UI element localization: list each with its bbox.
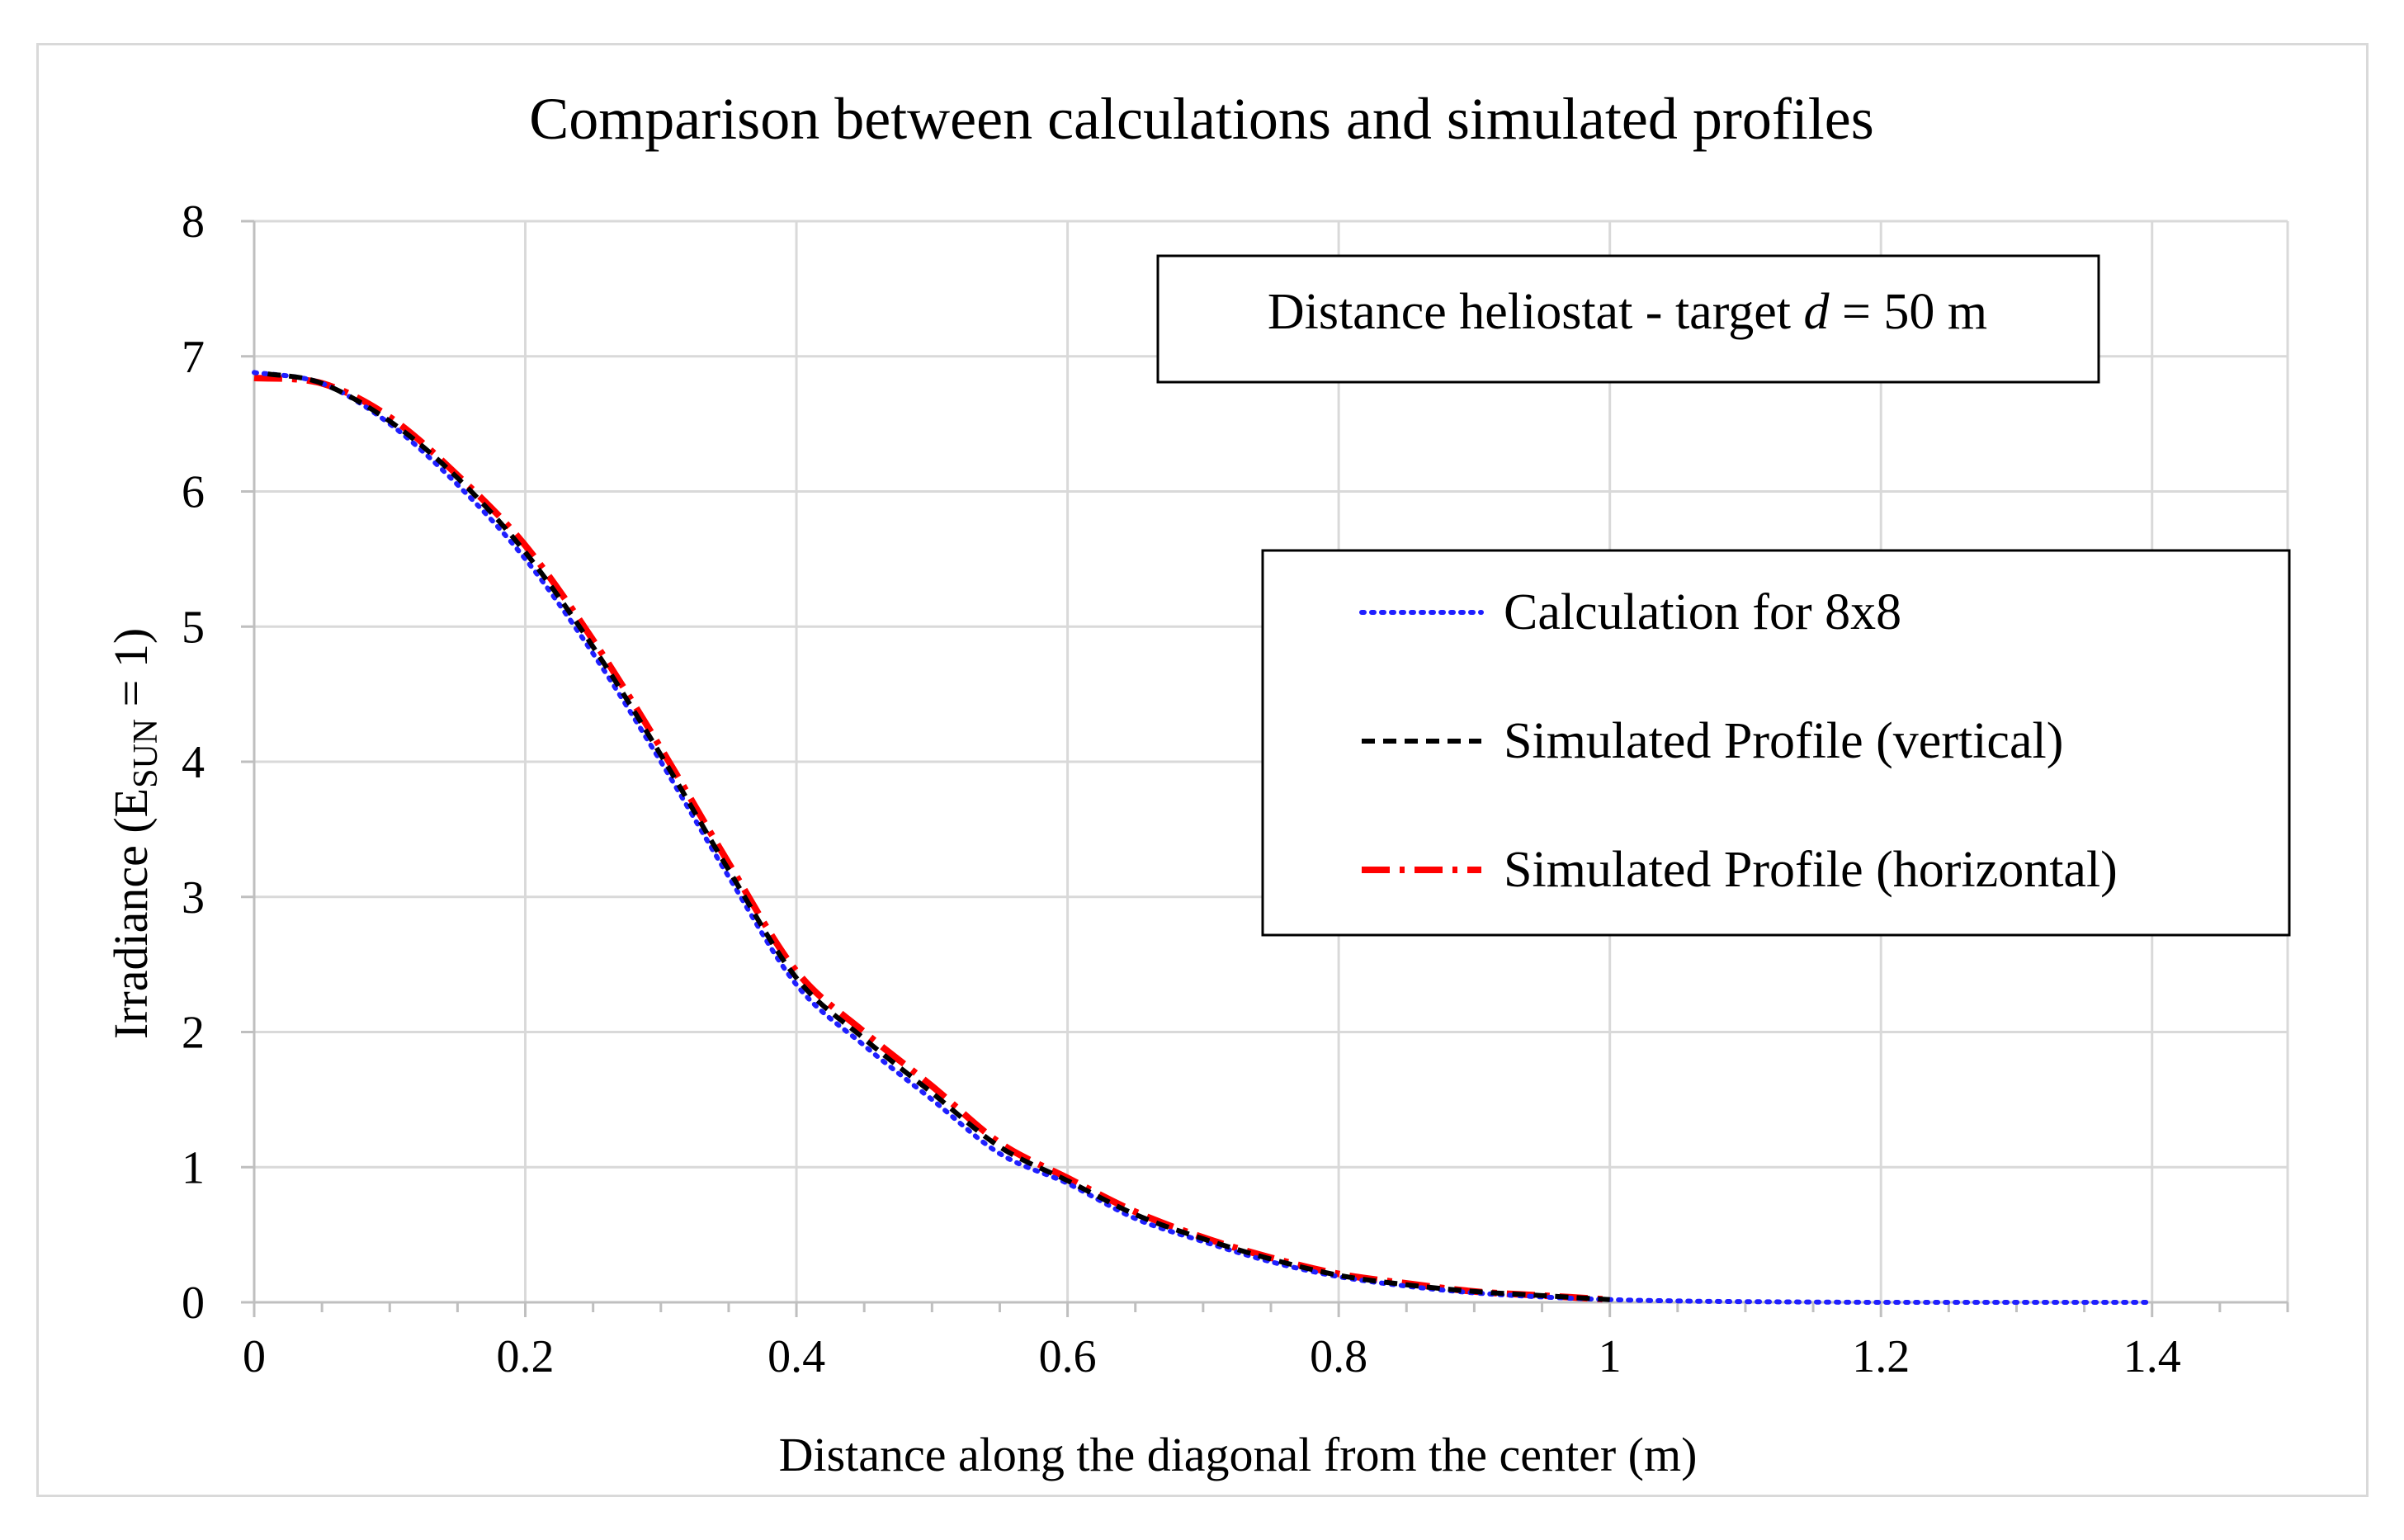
- x-tick-label: 1: [1599, 1331, 1622, 1382]
- x-tick-label: 1.4: [2123, 1331, 2181, 1382]
- y-tick-label: 6: [182, 467, 205, 518]
- y-axis-title: Irradiance (ESUN = 1): [104, 628, 165, 1039]
- legend-entries: Calculation for 8x8 Simulated Profile (ve…: [1359, 584, 2118, 898]
- y-tick-label: 1: [182, 1142, 205, 1193]
- axis-layer: [241, 220, 2289, 1317]
- y-tick-label: 2: [182, 1008, 205, 1059]
- y-tick-label: 3: [182, 872, 205, 924]
- series-line-dashed: [267, 371, 1610, 1302]
- x-tick-label: 0.6: [1039, 1331, 1097, 1382]
- annotation-variable: d: [1803, 284, 1830, 340]
- legend-label: Simulated Profile (horizontal): [1504, 842, 2118, 898]
- legend-label: Simulated Profile (vertical): [1504, 713, 2063, 769]
- annotation-text: Distance heliostat - target d = 50 m: [1268, 284, 1987, 340]
- y-tick-label: 4: [182, 737, 205, 788]
- tick-layer: 0 0.2 0.4 0.6 0.8 1 1.2 1.4 0 1 2 3 4 5 6 7 8: [182, 196, 2181, 1382]
- y-axis-title-sub: SUN: [127, 719, 165, 788]
- grid-layer: [254, 220, 2289, 1302]
- y-axis-title-main: Irradiance (E: [104, 788, 158, 1039]
- y-tick-label: 8: [182, 196, 205, 248]
- x-tick-label: 0.8: [1310, 1331, 1367, 1382]
- x-tick-label: 0: [243, 1331, 266, 1382]
- x-tick-label: 0.2: [497, 1331, 555, 1382]
- x-axis-title: Distance along the diagonal from the cen…: [779, 1428, 1698, 1481]
- y-tick-label: 5: [182, 602, 205, 653]
- annotation-prefix: Distance heliostat - target: [1268, 284, 1804, 340]
- chart-title: Comparison between calculations and simu…: [529, 86, 1874, 152]
- annotation-box-border: [1156, 254, 2100, 384]
- annotation-box: Distance heliostat - target d = 50 m: [1156, 254, 2100, 384]
- x-tick-label: 0.4: [767, 1331, 825, 1382]
- y-axis-title-tail: = 1): [104, 628, 158, 719]
- y-tick-label: 0: [182, 1278, 205, 1329]
- annotation-suffix: = 50 m: [1829, 284, 1987, 340]
- y-tick-label: 7: [182, 332, 205, 383]
- series-layer: [252, 370, 2155, 1306]
- legend-label: Calculation for 8x8: [1504, 584, 1901, 640]
- x-tick-label: 1.2: [1852, 1331, 1910, 1382]
- legend: Calculation for 8x8 Simulated Profile (ve…: [1261, 549, 2291, 937]
- series-line-dotted: [252, 370, 2155, 1306]
